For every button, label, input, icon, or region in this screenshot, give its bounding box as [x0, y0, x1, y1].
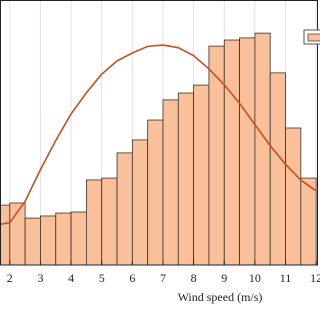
bar — [223, 39, 240, 265]
legend-swatch — [307, 33, 320, 42]
plot-frame — [0, 0, 318, 266]
x-tick-label: 10 — [249, 271, 261, 285]
bar — [285, 127, 302, 265]
bar — [70, 211, 87, 265]
x-tick-label: 2 — [7, 271, 13, 285]
x-tick-label: 12 — [310, 271, 320, 285]
x-tick-label: 9 — [221, 271, 227, 285]
bar — [162, 99, 179, 265]
bar — [239, 37, 256, 265]
x-axis-label: Wind speed (m/s) — [178, 290, 263, 304]
bar — [0, 204, 11, 265]
x-tick-label: 7 — [160, 271, 166, 285]
bar — [116, 152, 133, 265]
x-tick-label: 3 — [37, 271, 43, 285]
fit-curve — [0, 44, 317, 226]
x-tick-label: 4 — [68, 271, 74, 285]
bar — [131, 139, 149, 265]
bar — [254, 32, 271, 265]
x-tick-label: 6 — [129, 271, 135, 285]
x-tick-label: 11 — [280, 271, 292, 285]
bar — [40, 215, 57, 265]
x-tick-label: 5 — [99, 271, 105, 285]
plot — [0, 0, 317, 265]
bar — [269, 72, 286, 265]
bar — [177, 92, 195, 265]
bar — [101, 177, 118, 265]
x-tick-label: 8 — [191, 271, 197, 285]
bar — [55, 212, 72, 265]
bar — [147, 119, 164, 265]
bar — [193, 84, 210, 265]
bar — [208, 45, 225, 265]
bar — [85, 179, 103, 265]
bar — [24, 217, 41, 265]
bar — [300, 177, 317, 265]
